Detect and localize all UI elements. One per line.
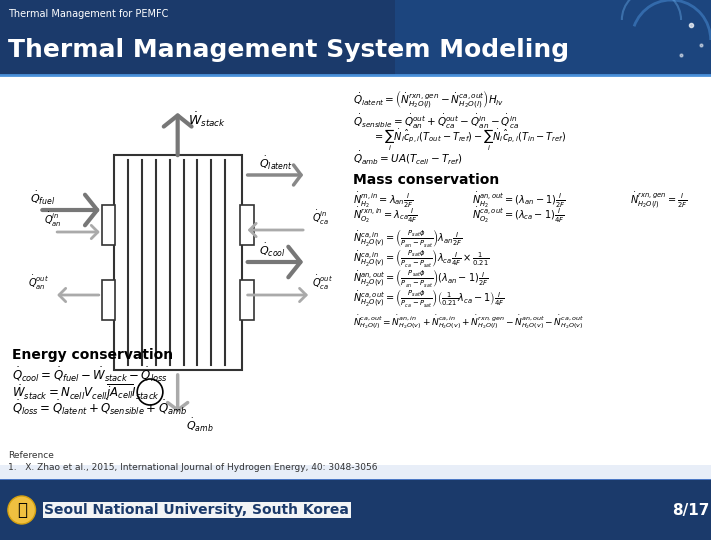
Circle shape: [8, 496, 35, 524]
Text: $\dot{Q}_{sensible} = \dot{Q}^{out}_{an} + \dot{Q}^{out}_{ca} - \dot{Q}^{in}_{an: $\dot{Q}_{sensible} = \dot{Q}^{out}_{an}…: [354, 113, 519, 131]
Text: 8/17: 8/17: [672, 503, 710, 517]
Text: $\dot{Q}_{latent} = \left(\dot{N}^{rxn,gen}_{H_2O(l)} - \dot{N}^{ca,out}_{H_2O(l: $\dot{Q}_{latent} = \left(\dot{N}^{rxn,g…: [354, 89, 505, 111]
Text: Reference: Reference: [8, 450, 54, 460]
Text: $\dot{N}^{ca,out}_{O_2} = (\lambda_{ca}-1)\frac{I}{4F}$: $\dot{N}^{ca,out}_{O_2} = (\lambda_{ca}-…: [472, 205, 564, 225]
Text: $\dot{Q}^{in}_{ca}$: $\dot{Q}^{in}_{ca}$: [312, 209, 329, 227]
Text: $\dot{W}_{stack}$: $\dot{W}_{stack}$: [187, 111, 225, 129]
Text: $\dot{Q}_{cool} = \dot{Q}_{fuel} - \dot{W}_{stack} - \dot{Q}_{loss}$: $\dot{Q}_{cool} = \dot{Q}_{fuel} - \dot{…: [12, 366, 168, 384]
Bar: [0, 75, 711, 465]
Text: $\dot{Q}^{out}_{ca}$: $\dot{Q}^{out}_{ca}$: [312, 274, 333, 292]
Text: Energy conservation: Energy conservation: [12, 348, 173, 362]
Text: $\dot{N}^{m,in}_{H_2} = \lambda_{an}\frac{I}{2F}$: $\dot{N}^{m,in}_{H_2} = \lambda_{an}\fra…: [354, 190, 414, 210]
Text: Thermal Management System Modeling: Thermal Management System Modeling: [8, 38, 569, 62]
Text: $\dot{N}^{ca,out}_{H_2O(l)} = \dot{N}^{an,in}_{H_2O(v)} + \dot{N}^{ca,in}_{H_2O(: $\dot{N}^{ca,out}_{H_2O(l)} = \dot{N}^{a…: [354, 313, 584, 331]
Text: $\dot{Q}^{out}_{an}$: $\dot{Q}^{out}_{an}$: [27, 274, 49, 292]
Text: $\dot{Q}_{cool}$: $\dot{Q}_{cool}$: [258, 241, 285, 259]
FancyBboxPatch shape: [0, 0, 711, 75]
Text: $\dot{Q}_{latent}$: $\dot{Q}_{latent}$: [258, 154, 292, 172]
FancyBboxPatch shape: [395, 0, 711, 75]
Text: $\dot{W}_{stack} = N_{cell}V_{cell}$$\overline{jA_{cell}}$$I_{stack}$: $\dot{W}_{stack} = N_{cell}V_{cell}$$\ov…: [12, 382, 159, 402]
Text: $\dot{Q}_{loss} = \dot{Q}_{latent} + \dot{Q}_{sensible} + \dot{Q}_{amb}$: $\dot{Q}_{loss} = \dot{Q}_{latent} + \do…: [12, 399, 187, 417]
Text: $\dot{Q}_{fuel}$: $\dot{Q}_{fuel}$: [30, 190, 55, 206]
Text: $\dot{N}^{ca,in}_{H_2O(v)} = \left(\frac{P_{sat}\phi}{P_{an}-P_{sat}}\right)\lam: $\dot{N}^{ca,in}_{H_2O(v)} = \left(\frac…: [354, 227, 463, 249]
Text: Thermal Management for PEMFC: Thermal Management for PEMFC: [8, 9, 168, 19]
Text: 1.   X. Zhao et al., 2015, International Journal of Hydrogen Energy, 40: 3048-30: 1. X. Zhao et al., 2015, International J…: [8, 463, 377, 472]
Text: 🦁: 🦁: [17, 501, 27, 519]
Bar: [240, 205, 253, 245]
Text: Mass conservation: Mass conservation: [354, 173, 500, 187]
Bar: [102, 280, 115, 320]
Text: Seoul National University, South Korea: Seoul National University, South Korea: [45, 503, 349, 517]
Text: $\dot{N}^{ca,in}_{H_2O(v)} = \left(\frac{P_{sat}\phi}{P_{ca}-P_{sat}}\right)\lam: $\dot{N}^{ca,in}_{H_2O(v)} = \left(\frac…: [354, 247, 490, 269]
Bar: [240, 280, 253, 320]
Text: $\dot{N}^{an,out}_{H_2O(v)} = \left(\frac{P_{sat}\phi}{P_{an}-P_{sat}}\right)(\l: $\dot{N}^{an,out}_{H_2O(v)} = \left(\fra…: [354, 267, 489, 289]
Text: $\dot{N}^{rxn,in}_{O_2} = \lambda_{ca}\frac{I}{4F}$: $\dot{N}^{rxn,in}_{O_2} = \lambda_{ca}\f…: [354, 205, 418, 225]
Text: $\dot{N}^{ca,out}_{H_2O(v)} = \left(\frac{P_{sat}\phi}{P_{ca}-P_{sat}}\right)\le: $\dot{N}^{ca,out}_{H_2O(v)} = \left(\fra…: [354, 287, 505, 309]
Text: $\dot{N}^{rxn,gen}_{H_2O(l)} = \frac{I}{2F}$: $\dot{N}^{rxn,gen}_{H_2O(l)} = \frac{I}{…: [630, 190, 688, 210]
Text: $\dot{N}^{an,out}_{H_2} = (\lambda_{an}-1)\frac{I}{2F}$: $\dot{N}^{an,out}_{H_2} = (\lambda_{an}-…: [472, 190, 565, 210]
Text: $\dot{Q}_{amb}$: $\dot{Q}_{amb}$: [186, 416, 213, 434]
Text: $\dot{Q}^{in}_{an}$: $\dot{Q}^{in}_{an}$: [45, 211, 62, 229]
Text: $\dot{Q}_{amb} = UA(T_{cell} - T_{ref})$: $\dot{Q}_{amb} = UA(T_{cell} - T_{ref})$: [354, 150, 463, 166]
Text: $= \sum_i \dot{N}_i \hat{c}_{p,i}(T_{out} - T_{ref}) - \sum_i \dot{N}_i \hat{c}_: $= \sum_i \dot{N}_i \hat{c}_{p,i}(T_{out…: [373, 127, 567, 153]
Bar: [102, 205, 115, 245]
Bar: [114, 155, 242, 370]
Bar: [0, 480, 711, 540]
Bar: [0, 75, 711, 495]
